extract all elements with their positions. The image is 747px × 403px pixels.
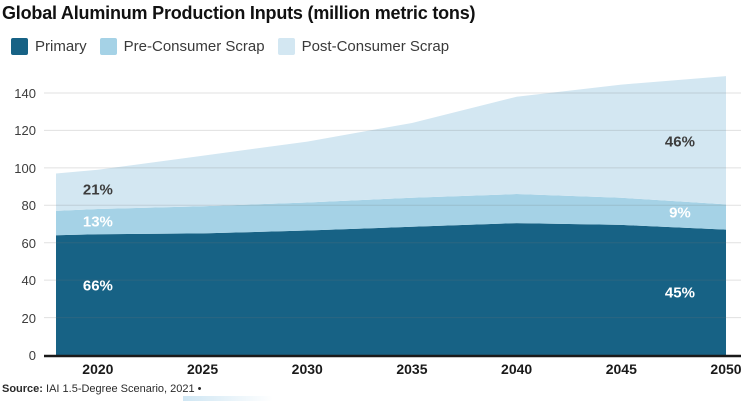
legend-swatch-primary-icon [11,38,28,55]
source-label: Source: [2,383,43,395]
source-text: IAI 1.5-Degree Scenario, 2021 • [46,383,202,395]
source-note: Source: IAI 1.5-Degree Scenario, 2021 • [2,383,202,395]
bottom-partial-element [183,396,273,401]
legend-label-pre-consumer: Pre-Consumer Scrap [123,38,265,55]
x-tick-label-2045: 2045 [605,361,637,377]
y-tick-label-60: 60 [21,235,36,251]
chart-title: Global Aluminum Production Inputs (milli… [2,3,476,23]
annotation-21pct: 21% [82,181,113,199]
y-tick-label-20: 20 [21,310,36,326]
annotation-66pct: 66% [82,277,113,295]
legend-item-primary: Primary [11,38,87,55]
legend-swatch-post-consumer-icon [277,38,295,55]
y-tick-label-140: 140 [14,86,36,101]
x-tick-label-2035: 2035 [396,361,428,377]
x-tick-label-2040: 2040 [501,361,533,377]
y-tick-label-80: 80 [21,198,36,214]
legend-label-primary: Primary [35,38,87,55]
x-tick-label-2020: 2020 [82,361,114,377]
area-post-consumer-scrap [56,76,726,211]
annotation-46pct: 46% [664,133,695,151]
legend-swatch-pre-consumer-icon [99,38,117,55]
area-pre-consumer-scrap [56,194,726,236]
x-tick-label-2030: 2030 [291,361,323,377]
legend-item-post-consumer-scrap: Post-Consumer Scrap [277,38,450,55]
y-tick-label-120: 120 [14,123,36,139]
y-tick-label-40: 40 [21,273,36,289]
legend-label-post-consumer: Post-Consumer Scrap [301,38,450,55]
legend: Primary Pre-Consumer Scrap Post-Consumer… [11,38,449,55]
annotation-13pct: 13% [82,213,113,231]
annotation-9pct: 9% [669,204,691,222]
legend-item-pre-consumer-scrap: Pre-Consumer Scrap [99,38,265,55]
y-tick-label-0: 0 [28,348,36,363]
x-tick-label-2050: 2050 [710,361,742,377]
annotation-45pct: 45% [664,284,695,302]
y-tick-label-100: 100 [14,160,36,176]
x-tick-label-2025: 2025 [186,361,219,377]
area-primary [56,223,726,355]
